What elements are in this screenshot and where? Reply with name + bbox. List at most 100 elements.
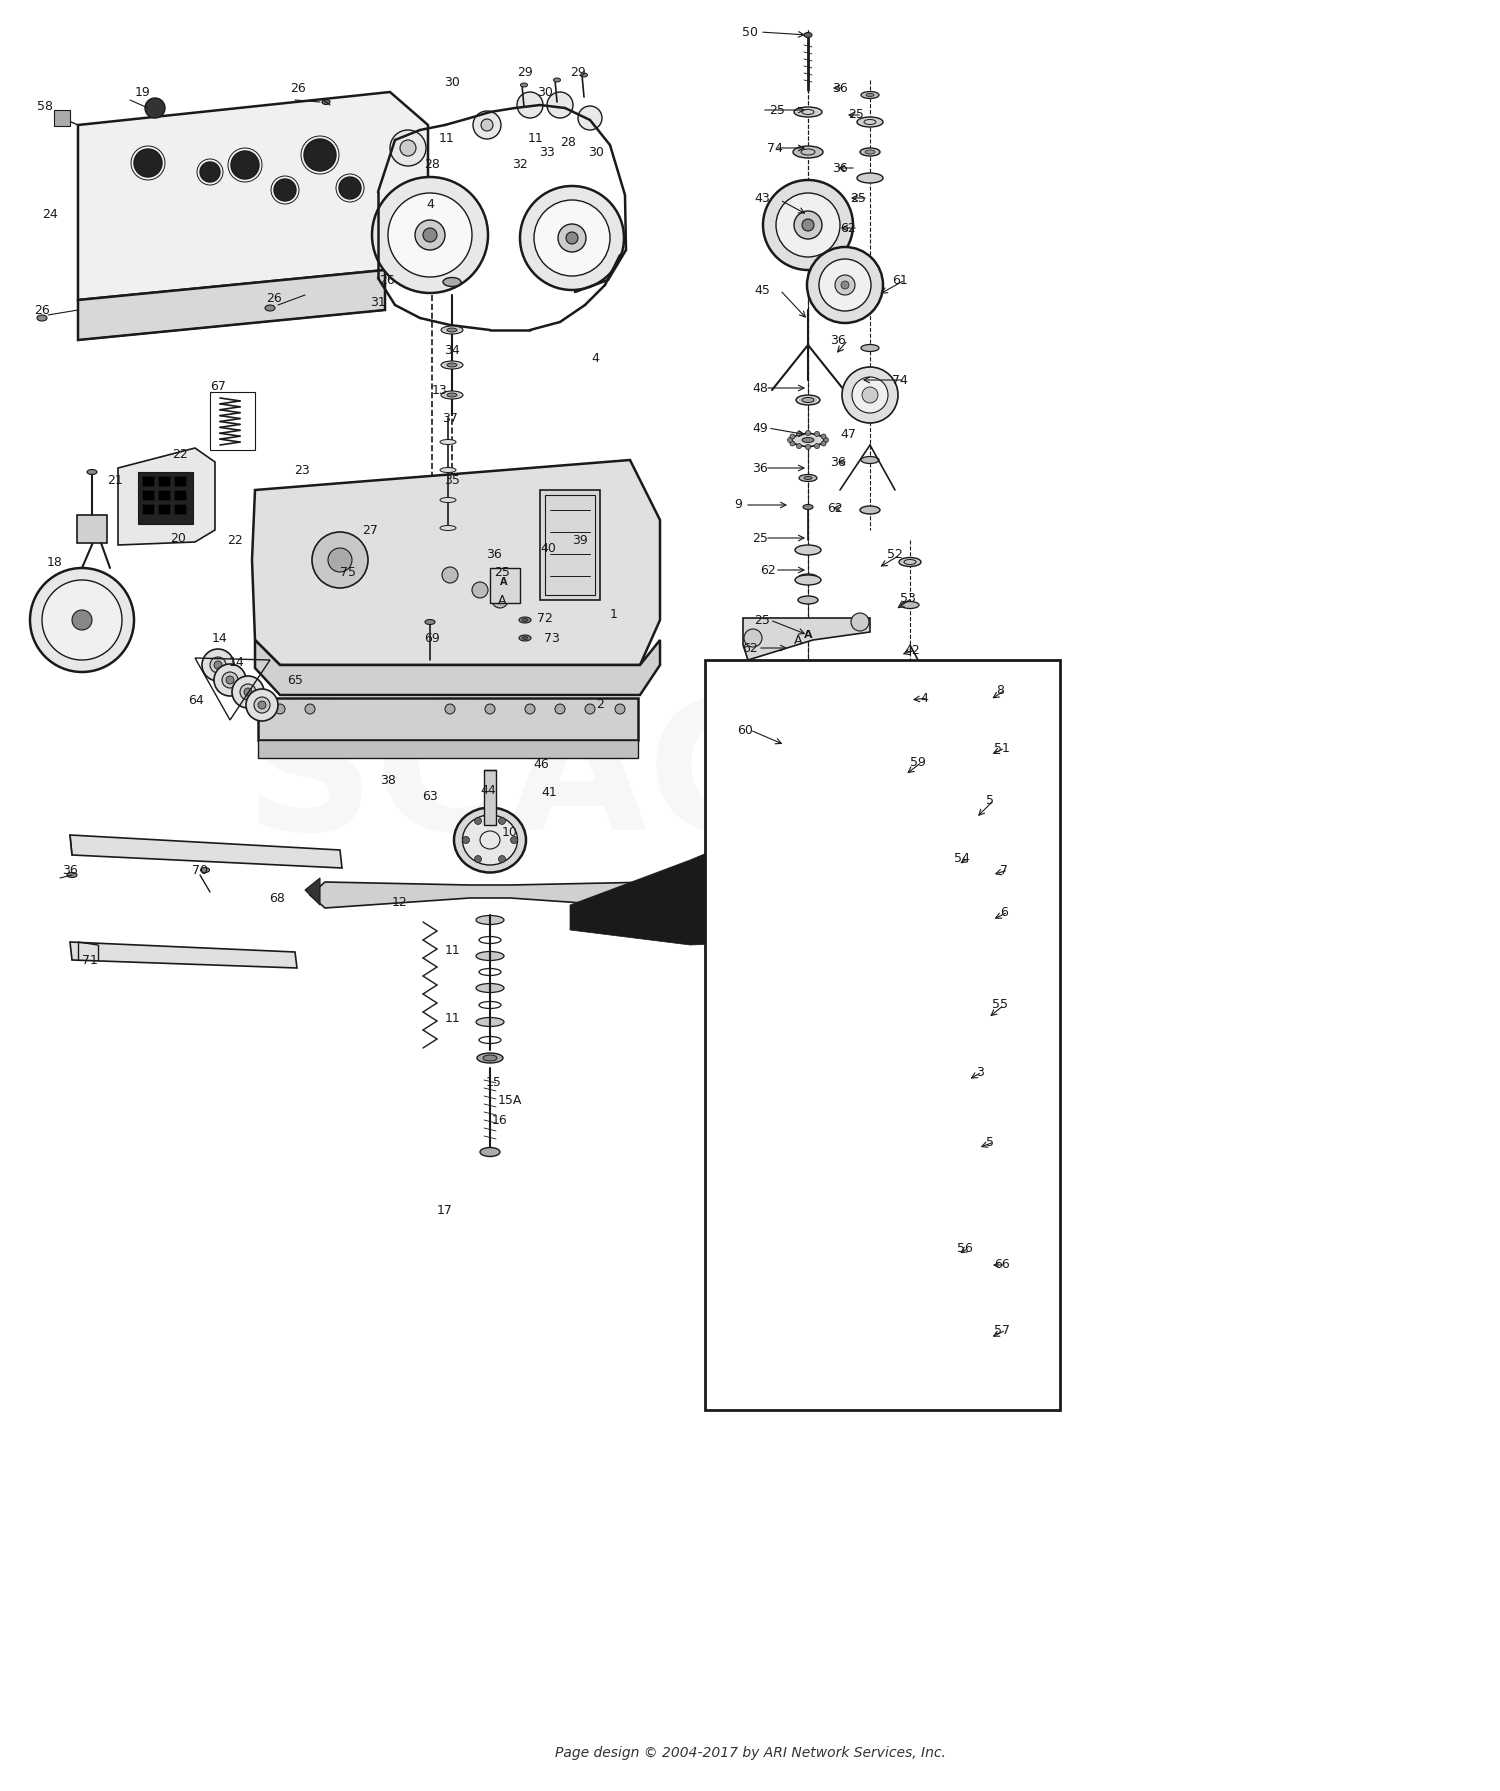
Text: 59: 59: [910, 756, 926, 768]
Ellipse shape: [861, 1021, 892, 1032]
Circle shape: [474, 817, 482, 824]
Ellipse shape: [520, 82, 528, 88]
Text: 19: 19: [135, 86, 152, 100]
Ellipse shape: [447, 392, 458, 398]
Circle shape: [442, 568, 458, 584]
Text: 46: 46: [532, 759, 549, 772]
Ellipse shape: [862, 1186, 891, 1195]
Text: 36: 36: [833, 161, 848, 174]
Circle shape: [865, 1096, 868, 1100]
Text: 58: 58: [38, 100, 52, 113]
Ellipse shape: [440, 439, 456, 444]
Ellipse shape: [861, 983, 892, 994]
Text: 26: 26: [380, 274, 394, 287]
Ellipse shape: [798, 666, 818, 673]
Circle shape: [815, 444, 819, 448]
Text: 11: 11: [446, 1012, 460, 1024]
Ellipse shape: [859, 149, 880, 156]
Ellipse shape: [441, 390, 464, 399]
Text: 70: 70: [192, 863, 208, 876]
Text: 15A: 15A: [498, 1094, 522, 1107]
Circle shape: [858, 1273, 861, 1275]
Circle shape: [864, 1286, 867, 1290]
Ellipse shape: [454, 808, 526, 872]
Ellipse shape: [68, 872, 76, 878]
Text: 9: 9: [734, 498, 742, 512]
Circle shape: [328, 548, 352, 571]
Circle shape: [858, 1284, 861, 1288]
Ellipse shape: [861, 1334, 892, 1347]
Circle shape: [304, 704, 315, 715]
Text: 26: 26: [34, 303, 50, 317]
Circle shape: [886, 1270, 890, 1273]
Circle shape: [897, 1279, 900, 1282]
Circle shape: [897, 1103, 900, 1107]
Circle shape: [578, 106, 602, 131]
Bar: [142, 476, 154, 485]
Text: 29: 29: [570, 66, 586, 79]
Bar: [174, 503, 186, 514]
Bar: [174, 491, 186, 500]
Ellipse shape: [859, 885, 894, 896]
Circle shape: [462, 836, 470, 844]
Circle shape: [790, 433, 795, 439]
Circle shape: [274, 179, 296, 201]
Ellipse shape: [802, 398, 814, 403]
Text: Page design © 2004-2017 by ARI Network Services, Inc.: Page design © 2004-2017 by ARI Network S…: [555, 1746, 945, 1761]
Bar: [158, 491, 170, 500]
Circle shape: [764, 181, 853, 270]
Circle shape: [879, 1270, 882, 1273]
Text: 25: 25: [752, 532, 768, 544]
Ellipse shape: [862, 1069, 891, 1080]
Ellipse shape: [861, 1245, 892, 1255]
Circle shape: [821, 441, 827, 446]
Ellipse shape: [800, 752, 816, 758]
Circle shape: [210, 657, 226, 673]
Circle shape: [836, 276, 855, 296]
Circle shape: [806, 444, 810, 450]
Text: 41: 41: [542, 786, 556, 799]
Bar: [158, 503, 170, 514]
Bar: [76, 516, 106, 543]
Ellipse shape: [859, 1368, 895, 1383]
Circle shape: [222, 672, 238, 688]
Circle shape: [274, 704, 285, 715]
Ellipse shape: [87, 469, 98, 475]
Ellipse shape: [476, 951, 504, 960]
Circle shape: [859, 702, 862, 706]
Circle shape: [871, 1270, 874, 1273]
Text: 47: 47: [840, 428, 856, 442]
Circle shape: [796, 444, 801, 448]
Circle shape: [390, 131, 426, 167]
Circle shape: [856, 1101, 859, 1103]
Ellipse shape: [792, 433, 824, 446]
Bar: [210, 392, 255, 450]
Text: 11: 11: [528, 131, 544, 145]
Circle shape: [534, 201, 610, 276]
Text: 36: 36: [833, 82, 848, 95]
Text: 66: 66: [994, 1259, 1010, 1272]
Ellipse shape: [804, 32, 812, 38]
Circle shape: [871, 688, 874, 691]
Ellipse shape: [442, 278, 460, 287]
Ellipse shape: [861, 1159, 892, 1171]
Text: 11: 11: [446, 944, 460, 956]
Ellipse shape: [462, 815, 518, 865]
Text: 37: 37: [442, 412, 458, 424]
Text: 30: 30: [588, 145, 604, 158]
Ellipse shape: [477, 1053, 502, 1064]
Polygon shape: [255, 639, 660, 695]
Circle shape: [855, 1275, 858, 1279]
Text: 36: 36: [752, 462, 768, 475]
Circle shape: [202, 648, 234, 681]
Text: 43: 43: [754, 192, 770, 204]
Circle shape: [400, 140, 416, 156]
Circle shape: [232, 675, 264, 707]
Text: 21: 21: [106, 473, 123, 487]
Text: 3: 3: [976, 1066, 984, 1078]
Bar: [258, 740, 638, 758]
Bar: [138, 473, 194, 525]
Circle shape: [492, 593, 508, 607]
Circle shape: [226, 675, 234, 684]
Circle shape: [525, 704, 536, 715]
